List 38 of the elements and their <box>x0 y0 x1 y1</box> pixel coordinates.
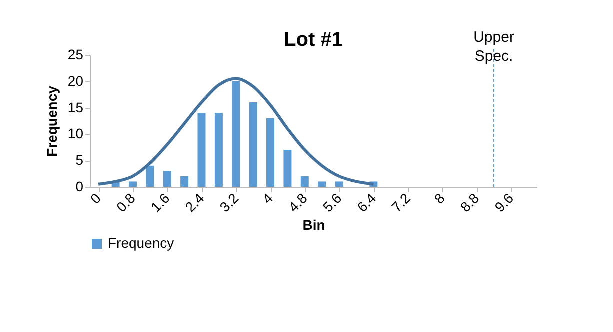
bar <box>146 166 154 187</box>
x-tick-label: 9.6 <box>492 190 517 216</box>
bar <box>300 176 309 187</box>
ref-line-label: Upper Spec. <box>474 29 514 65</box>
bar <box>249 102 258 187</box>
legend-label: Frequency <box>108 235 174 251</box>
bar <box>180 176 189 187</box>
bar <box>318 182 326 187</box>
x-tick-label: 2.4 <box>182 190 208 216</box>
x-tick-label: 3.2 <box>216 190 242 216</box>
x-tick-label: 8 <box>431 190 448 207</box>
bar <box>128 182 137 187</box>
x-tick-label: 0.8 <box>113 190 139 216</box>
bar <box>284 150 292 187</box>
bar <box>198 113 206 187</box>
x-tick-label: 6.4 <box>354 190 380 216</box>
line-series <box>97 77 376 186</box>
x-tick-label: 0 <box>87 190 104 207</box>
x-tick-label: 5.6 <box>320 190 345 216</box>
x-tick-label: 4 <box>259 190 276 207</box>
y-tick-label: 0 <box>76 178 84 194</box>
x-tick-label: 4.8 <box>285 190 310 216</box>
bar <box>214 113 223 187</box>
x-axis-title: Bin <box>302 217 326 234</box>
y-tick-label: 10 <box>68 126 84 142</box>
x-tick-label: 1.6 <box>148 190 173 216</box>
bar <box>232 81 240 187</box>
bar <box>335 182 344 187</box>
bar <box>266 118 275 187</box>
y-axis-title: Frequency <box>44 86 60 157</box>
bar <box>163 171 172 187</box>
y-tick-label: 25 <box>68 46 84 62</box>
y-tick-label: 5 <box>76 152 84 168</box>
x-tick-label: 8.8 <box>457 190 482 216</box>
x-tick-label: 7.2 <box>388 190 414 216</box>
y-tick-label: 20 <box>68 72 84 89</box>
y-tick-label: 15 <box>68 99 84 116</box>
chart-title: Lot #1 <box>284 29 343 51</box>
